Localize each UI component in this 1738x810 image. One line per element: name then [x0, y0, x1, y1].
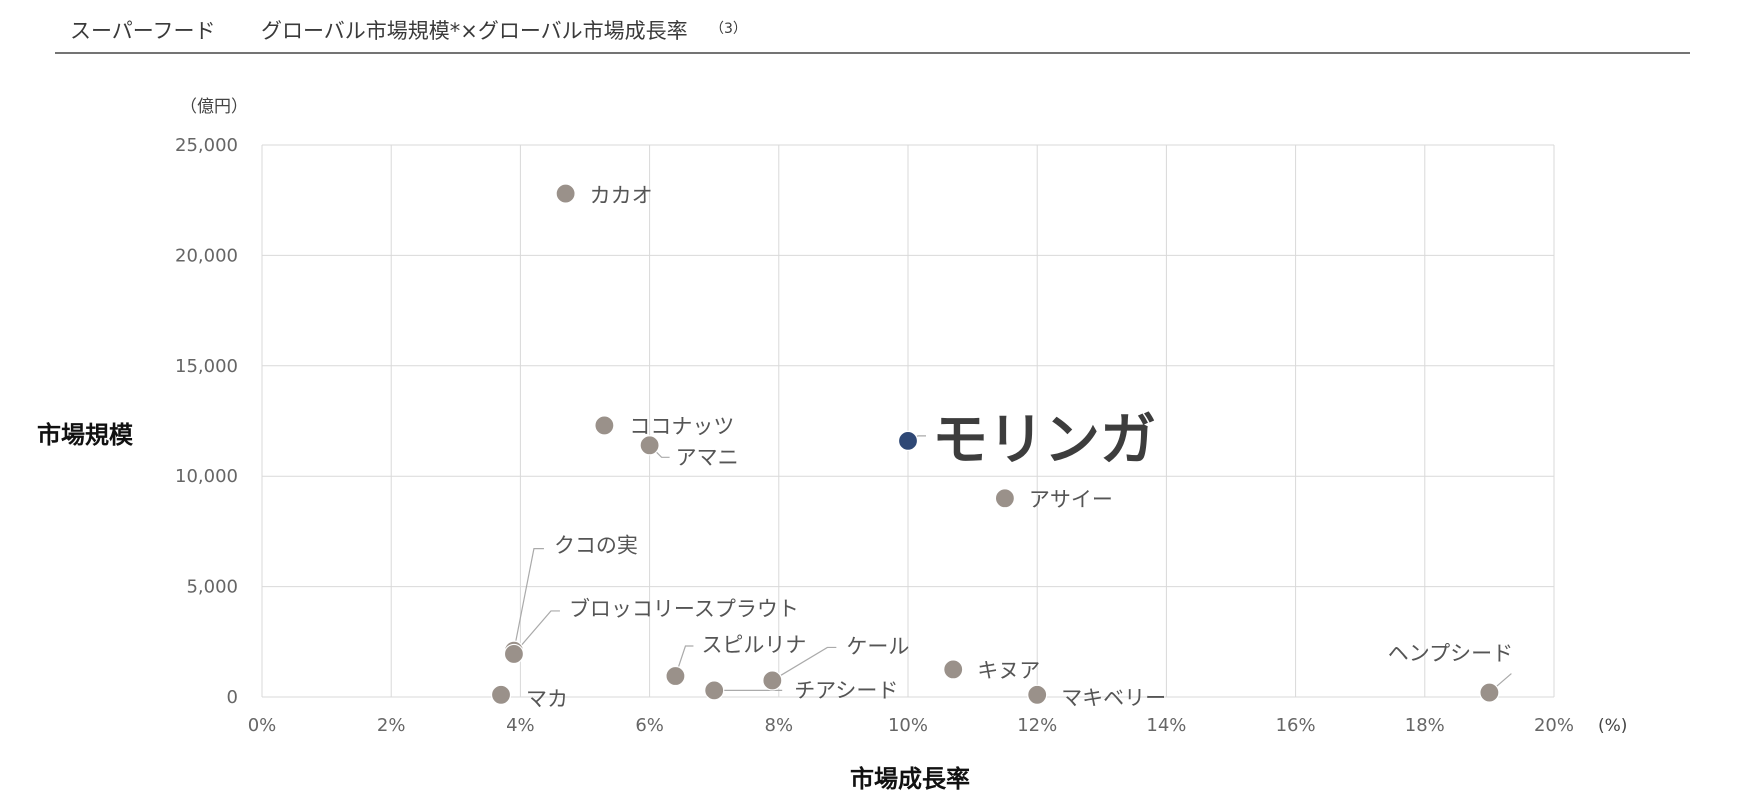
x-tick-label: 18%	[1405, 715, 1445, 736]
y-tick-label: 0	[227, 687, 238, 708]
y-axis-unit: （億円）	[180, 97, 248, 117]
x-tick-label: 12%	[1017, 715, 1057, 736]
leader-line	[674, 645, 694, 677]
grid-lines	[261, 144, 1555, 698]
y-tick-label: 10,000	[175, 466, 238, 487]
scatter-point	[594, 415, 615, 436]
scatter-point	[639, 435, 660, 456]
x-tick-label: 20%	[1534, 715, 1574, 736]
point-label: ココナッツ	[629, 414, 734, 438]
chart-title-left: スーパーフード	[70, 19, 216, 43]
leader-line	[772, 646, 837, 681]
x-tick-label: 4%	[506, 715, 535, 736]
highlight-point	[897, 430, 919, 451]
data-points	[490, 183, 1500, 705]
scatter-point	[555, 183, 576, 204]
scatter-point	[994, 488, 1016, 509]
x-axis-unit: (%)	[1598, 716, 1627, 736]
point-label: ブロッコリースプラウト	[569, 597, 799, 621]
scatter-point	[665, 665, 686, 687]
x-tick-label: 0%	[248, 715, 277, 736]
x-tick-label: 6%	[635, 715, 664, 736]
highlight-label: モリンガ	[932, 408, 1156, 473]
point-label: マキベリー	[1061, 686, 1166, 710]
x-tick-label: 8%	[765, 715, 794, 736]
point-label: キヌア	[977, 658, 1040, 682]
x-tick-label: 14%	[1146, 715, 1186, 736]
point-label: マカ	[526, 687, 568, 711]
scatter-point	[490, 684, 512, 705]
chart-header: スーパーフード グローバル市場規模*×グローバル市場成長率 （3）	[55, 19, 1690, 54]
y-tick-label: 20,000	[175, 245, 238, 266]
leader-line	[513, 610, 560, 655]
x-tick-label: 10%	[888, 715, 928, 736]
label-leader-lines	[513, 435, 1512, 694]
point-label: アサイー	[1029, 487, 1113, 511]
y-tick-label: 5,000	[186, 577, 238, 598]
scatter-point	[943, 659, 964, 680]
chart-title-superscript: （3）	[710, 21, 747, 37]
scatter-point	[503, 643, 525, 665]
x-tick-label: 16%	[1276, 715, 1316, 736]
scatter-point	[762, 670, 783, 691]
scatter-point	[704, 680, 725, 701]
axis-ticks: 0% 2% 4% 6% 8% 10% 12% 14% 16% 18% 20% 0 5,000 10,000…	[175, 135, 1574, 736]
scatter-point	[1479, 682, 1500, 703]
chart-title-right: グローバル市場規模*×グローバル市場成長率	[261, 19, 688, 43]
scatter-point	[1027, 684, 1048, 705]
y-tick-label: 25,000	[175, 135, 238, 156]
point-label: ケール	[846, 634, 909, 658]
point-label: アマニ	[676, 445, 739, 469]
point-label: クコの実	[554, 534, 638, 558]
point-label: カカオ	[590, 184, 653, 208]
point-label: ヘンプシード	[1388, 642, 1513, 666]
leader-line	[513, 548, 544, 651]
x-tick-label: 2%	[377, 715, 406, 736]
point-label: チアシード	[794, 678, 898, 702]
y-axis-title: 市場規模	[37, 421, 134, 449]
x-axis-title: 市場成長率	[850, 765, 970, 793]
y-tick-label: 15,000	[175, 356, 238, 377]
point-label: スピルリナ	[701, 633, 806, 657]
